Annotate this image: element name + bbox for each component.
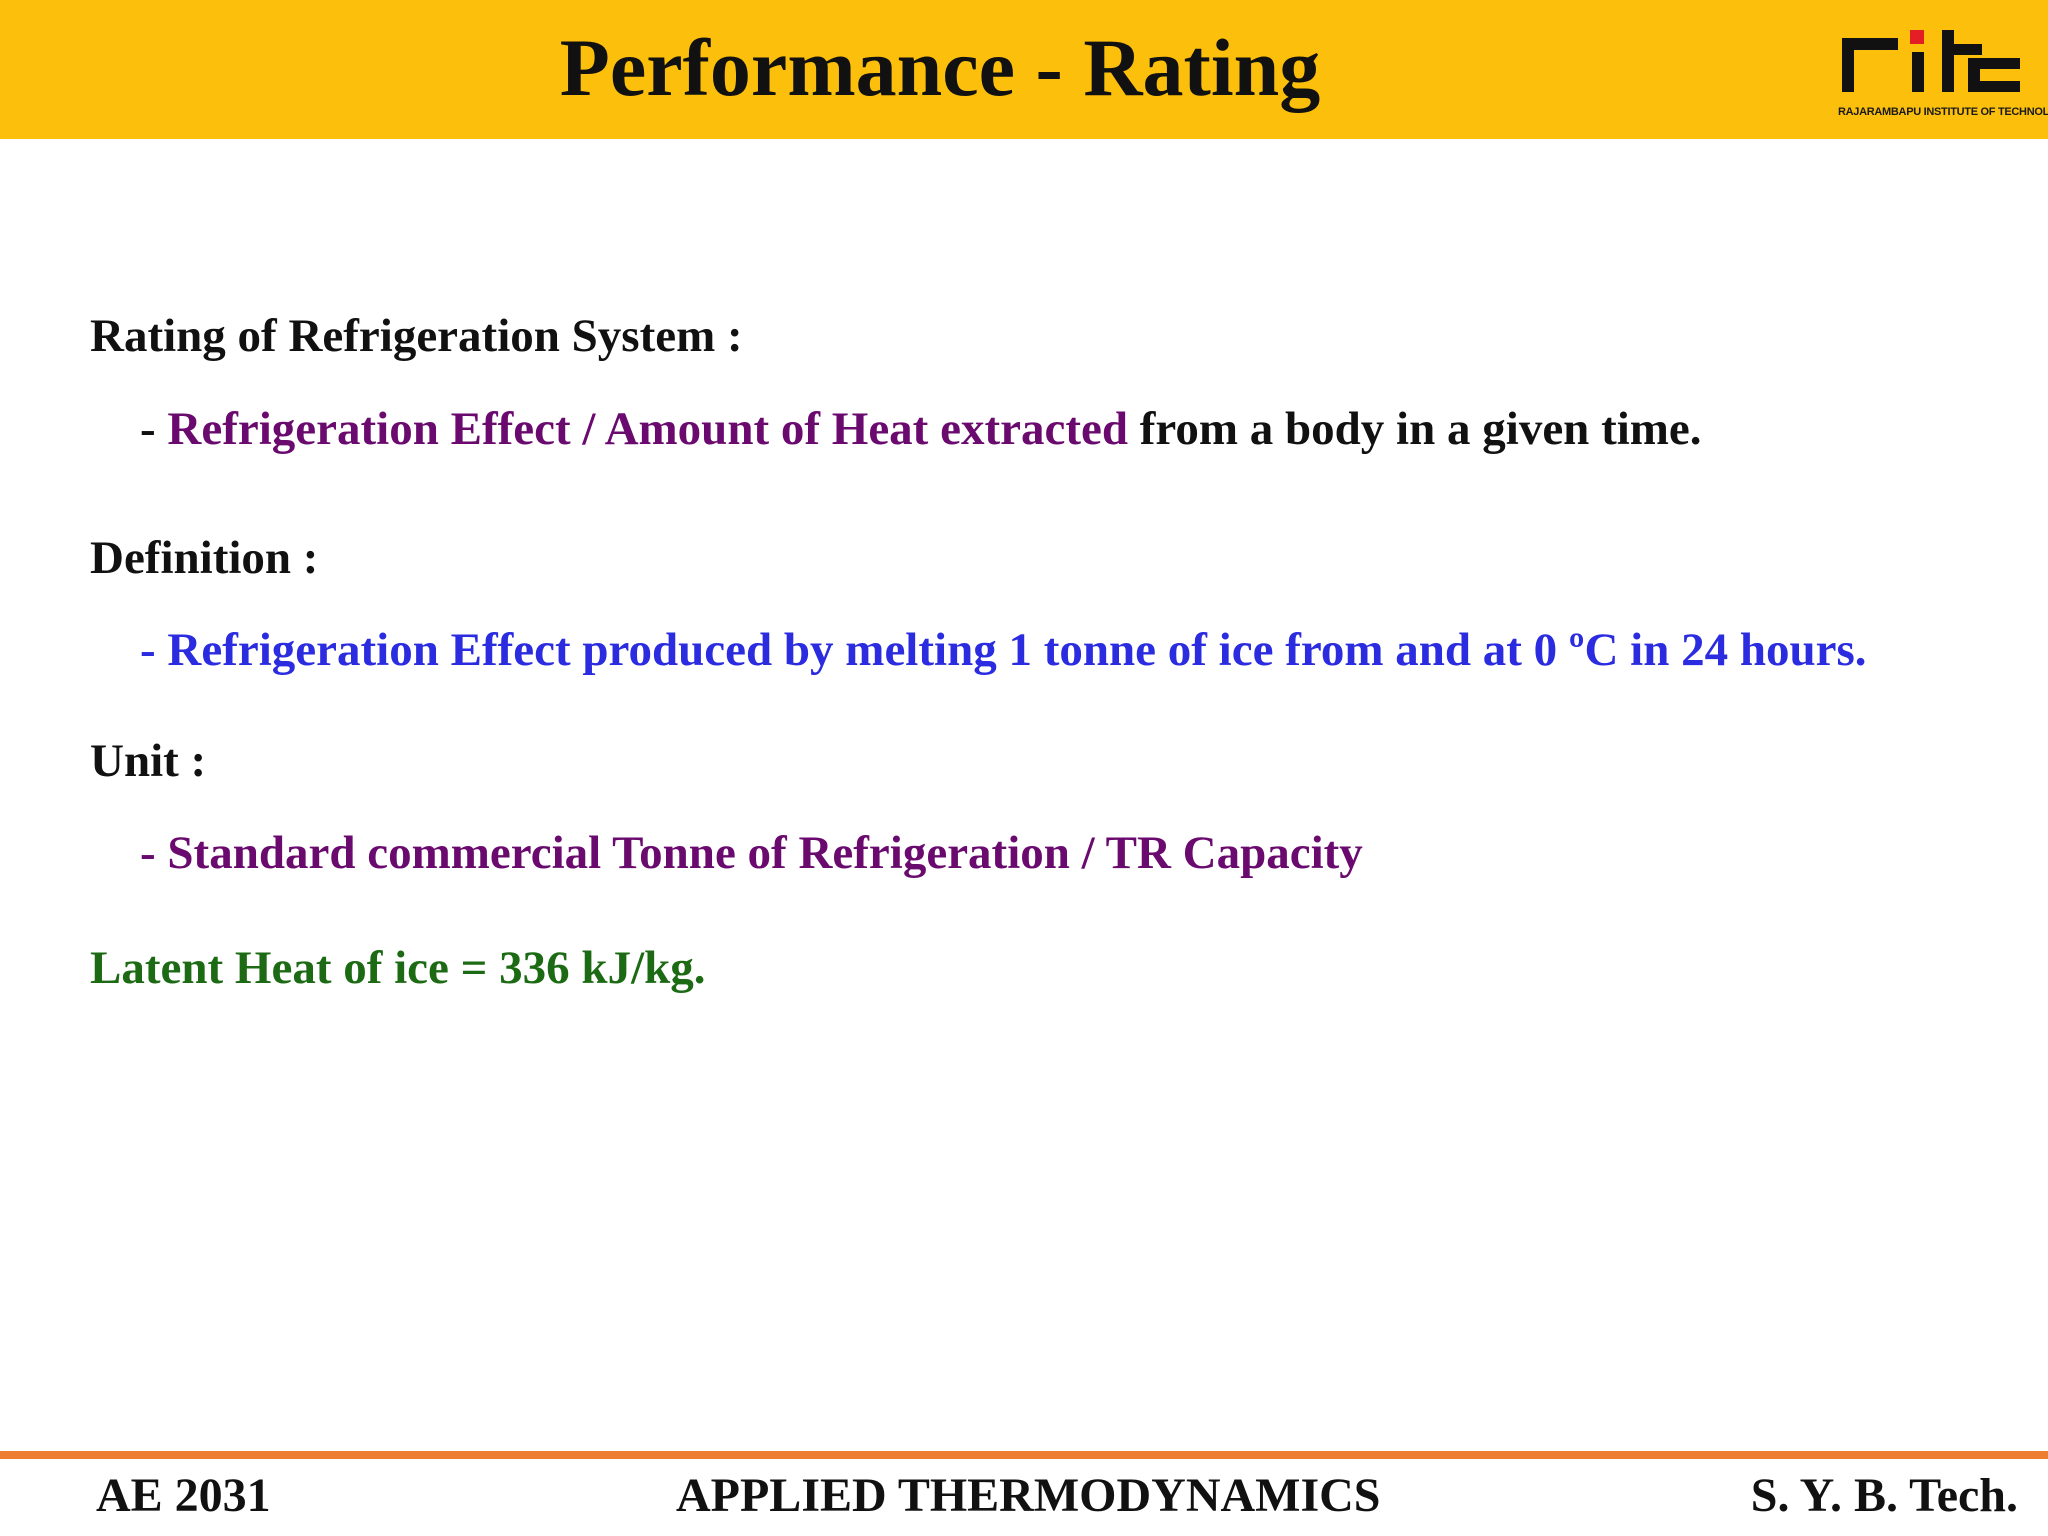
rating-heading: Rating of Refrigeration System :: [90, 310, 743, 362]
slide-title: Performance - Rating: [559, 22, 1321, 113]
footer-course-code: AE 2031: [96, 1469, 271, 1522]
definition-heading: Definition :: [90, 532, 319, 584]
rit-logo-mark: [1842, 30, 2020, 92]
rating-highlight: Refrigeration Effect / Amount of Heat ex…: [167, 403, 1128, 455]
footer-program: S. Y. B. Tech.: [1750, 1469, 2018, 1522]
bullet-dash: -: [140, 403, 168, 455]
footer-divider: [0, 1451, 2048, 1459]
unit-heading: Unit :: [90, 735, 207, 787]
slide-header: Performance - Rating RAJARAMBAPU INSTITU…: [0, 0, 2048, 139]
definition-bullet: - Refrigeration Effect produced by melti…: [140, 624, 1867, 676]
rating-bullet: - Refrigeration Effect / Amount of Heat …: [140, 401, 1702, 457]
logo-caption: RAJARAMBAPU INSTITUTE OF TECHNOLOGY: [1838, 106, 2048, 118]
latent-heat-text: Latent Heat of ice = 336 kJ/kg.: [90, 942, 706, 994]
rating-rest: from a body in a given time.: [1127, 403, 1702, 455]
unit-bullet: - Standard commercial Tonne of Refrigera…: [140, 827, 1363, 879]
footer-course-name: APPLIED THERMODYNAMICS: [676, 1469, 1381, 1522]
institute-logo: RAJARAMBAPU INSTITUTE OF TECHNOLOGY: [1838, 24, 2048, 120]
